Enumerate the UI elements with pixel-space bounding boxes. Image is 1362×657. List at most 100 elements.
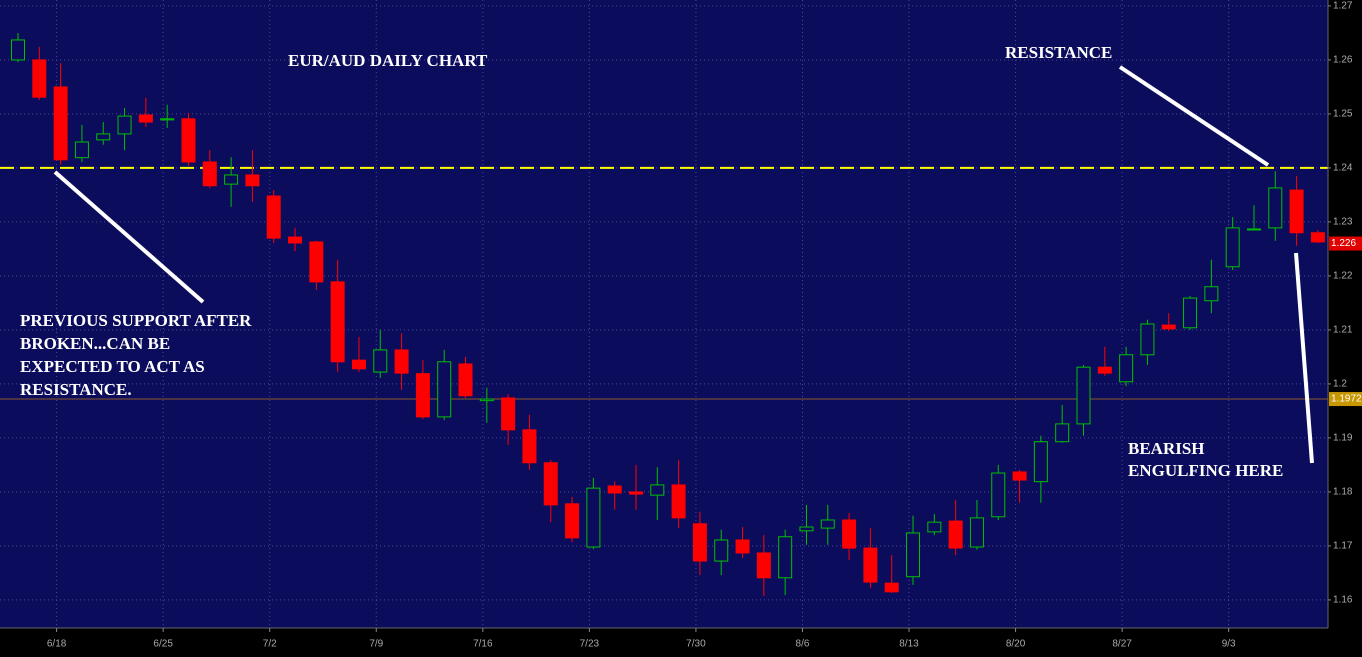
candle-body xyxy=(692,523,707,562)
candle-body xyxy=(735,539,750,554)
candle-body xyxy=(778,536,793,579)
candle-body xyxy=(1012,471,1027,481)
candle-body xyxy=(1076,366,1091,425)
candle-body xyxy=(479,398,494,402)
candle-body xyxy=(1033,441,1048,483)
candle-body xyxy=(565,503,580,539)
x-tick-label: 6/18 xyxy=(47,639,67,650)
candle-body xyxy=(11,39,25,61)
price-tag xyxy=(1329,392,1362,407)
candle-body xyxy=(117,115,132,135)
x-tick-label: 8/20 xyxy=(1006,639,1026,650)
candle-body xyxy=(842,519,857,549)
chart-title: EUR/AUD DAILY CHART xyxy=(288,51,488,70)
candle-body xyxy=(458,363,473,397)
candle-body xyxy=(1225,227,1240,268)
candle-body xyxy=(1140,323,1155,356)
candle-body xyxy=(607,485,622,494)
arrow-line xyxy=(1294,252,1314,464)
candle-body xyxy=(671,484,686,519)
x-tick-label: 7/30 xyxy=(686,639,706,650)
candle-body xyxy=(330,281,345,363)
candle-body xyxy=(351,359,366,370)
candle-body xyxy=(288,236,303,244)
candle-body xyxy=(969,517,984,548)
price-tag xyxy=(1329,236,1362,251)
candle-body xyxy=(543,462,558,506)
y-tick-label: 1.25 xyxy=(1333,109,1353,120)
annotation: EXPECTED TO ACT AS xyxy=(20,357,205,376)
candle-body xyxy=(906,532,921,578)
candle-body xyxy=(1310,232,1325,243)
candle-body xyxy=(1268,187,1283,229)
price-tag-label: 1.226 xyxy=(1331,238,1356,249)
candle-body xyxy=(501,397,516,431)
x-tick-label: 8/6 xyxy=(796,639,810,650)
plot-background xyxy=(0,0,1328,628)
annotation: RESISTANCE. xyxy=(20,380,132,399)
y-tick-label: 1.26 xyxy=(1333,55,1353,66)
candle-body xyxy=(181,118,196,163)
annotation: RESISTANCE xyxy=(1005,43,1112,62)
x-tick-label: 7/23 xyxy=(580,639,600,650)
candle-body xyxy=(1289,189,1304,234)
candle-body xyxy=(373,349,388,373)
candle-body xyxy=(1119,354,1134,383)
candle-body xyxy=(1246,228,1261,231)
reference-lines xyxy=(0,166,1328,400)
annotation: BEARISH xyxy=(1128,439,1205,458)
candle-body xyxy=(224,174,239,185)
candle-body xyxy=(32,59,47,98)
y-tick-label: 1.23 xyxy=(1333,217,1353,228)
annotation: PREVIOUS SUPPORT AFTER xyxy=(20,311,252,330)
x-tick-label: 7/9 xyxy=(369,639,383,650)
annotation: BROKEN...CAN BE xyxy=(20,334,170,353)
x-tick-label: 8/27 xyxy=(1112,639,1132,650)
candle-body xyxy=(927,521,942,533)
candle-body xyxy=(1097,366,1112,374)
candle-body xyxy=(437,361,452,418)
candle-body xyxy=(863,547,878,583)
candle-body xyxy=(799,526,814,532)
candle-body xyxy=(522,429,537,464)
candle-body xyxy=(74,141,89,159)
candle-body xyxy=(1183,297,1198,329)
x-tick-label: 7/2 xyxy=(263,639,277,650)
y-tick-label: 1.2 xyxy=(1333,379,1347,390)
candle-body xyxy=(160,118,175,121)
annotation: ENGULFING HERE xyxy=(1128,461,1283,480)
arrow-line xyxy=(53,170,205,304)
candle-body xyxy=(1055,423,1070,443)
x-tick-label: 7/16 xyxy=(473,639,493,650)
price-tag-label: 1.1972 xyxy=(1331,394,1362,405)
candle-body xyxy=(884,582,899,593)
candle-body xyxy=(394,349,409,374)
candle-body xyxy=(266,195,281,239)
axes: 1.16 1.17 1.18 1.19 1.2 1.21 1.22 1.23 1.24 1.25 1… xyxy=(47,1,1362,650)
y-tick-label: 1.22 xyxy=(1333,271,1353,282)
candle-body xyxy=(415,373,430,418)
arrow-line xyxy=(1118,65,1270,167)
candle-body xyxy=(948,520,963,549)
candle-body xyxy=(650,484,665,496)
y-tick-label: 1.21 xyxy=(1333,325,1353,336)
x-tick-label: 6/25 xyxy=(153,639,173,650)
candle-body xyxy=(756,552,771,579)
candle-body xyxy=(96,133,111,141)
grid xyxy=(0,0,1328,628)
y-tick-label: 1.17 xyxy=(1333,541,1353,552)
candle-body xyxy=(309,241,324,283)
candle-body xyxy=(53,86,68,161)
candle-body xyxy=(1204,286,1219,302)
candle-body xyxy=(1161,324,1176,330)
candle-body xyxy=(245,174,260,187)
y-tick-label: 1.19 xyxy=(1333,433,1353,444)
candle-body xyxy=(138,114,153,123)
candle-body xyxy=(991,472,1006,518)
x-tick-label: 8/13 xyxy=(899,639,919,650)
y-tick-label: 1.16 xyxy=(1333,595,1353,606)
candles xyxy=(11,32,1325,597)
y-tick-label: 1.27 xyxy=(1333,1,1353,12)
candle-body xyxy=(586,487,601,548)
